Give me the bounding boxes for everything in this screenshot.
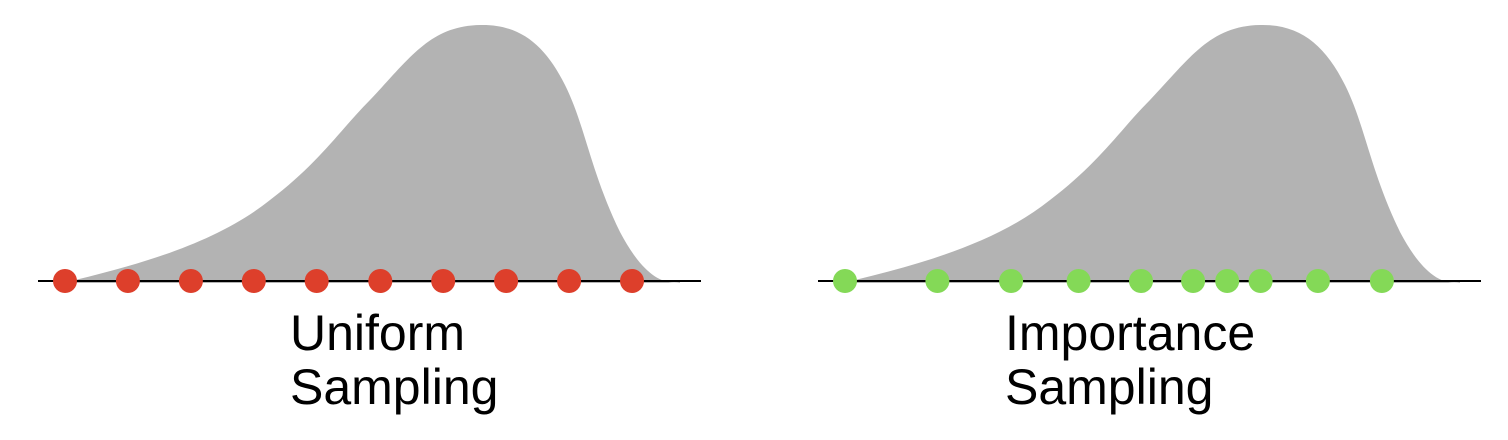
- sample-point-2: [115, 269, 140, 293]
- sample-point-9: [557, 269, 582, 293]
- caption-line-2: Sampling: [1005, 359, 1214, 415]
- sample-point-10: [1369, 269, 1394, 293]
- caption-line-1: Importance: [1005, 305, 1256, 361]
- sample-point-5: [1129, 269, 1153, 293]
- sample-point-10: [620, 269, 644, 293]
- sample-point-7: [1215, 269, 1240, 293]
- sample-points: [53, 269, 644, 293]
- density-curve: [75, 24, 680, 283]
- importance-caption: Importance Sampling: [1005, 306, 1255, 414]
- sample-points: [833, 269, 1394, 293]
- sample-point-6: [368, 269, 393, 293]
- sample-point-3: [178, 269, 203, 293]
- sample-point-8: [1248, 269, 1273, 293]
- sample-point-9: [1305, 269, 1330, 293]
- sample-point-7: [431, 269, 456, 293]
- caption-line-2: Sampling: [290, 359, 499, 415]
- sample-point-8: [494, 269, 519, 293]
- sample-point-4: [1066, 269, 1091, 293]
- sample-point-2: [925, 269, 950, 293]
- density-curve: [855, 24, 1460, 283]
- sample-point-3: [999, 269, 1024, 293]
- sample-point-6: [1181, 269, 1206, 293]
- uniform-caption: Uniform Sampling: [290, 306, 498, 414]
- caption-line-1: Uniform: [290, 305, 466, 361]
- importance-density-plot: [818, 24, 1481, 293]
- importance-sampling-panel: Importance Sampling: [800, 0, 1500, 440]
- uniform-density-plot: [38, 24, 701, 293]
- sample-point-4: [241, 269, 266, 293]
- uniform-sampling-panel: Uniform Sampling: [20, 0, 720, 440]
- sample-point-5: [304, 269, 329, 293]
- sample-point-1: [833, 269, 857, 293]
- sample-point-1: [53, 269, 77, 293]
